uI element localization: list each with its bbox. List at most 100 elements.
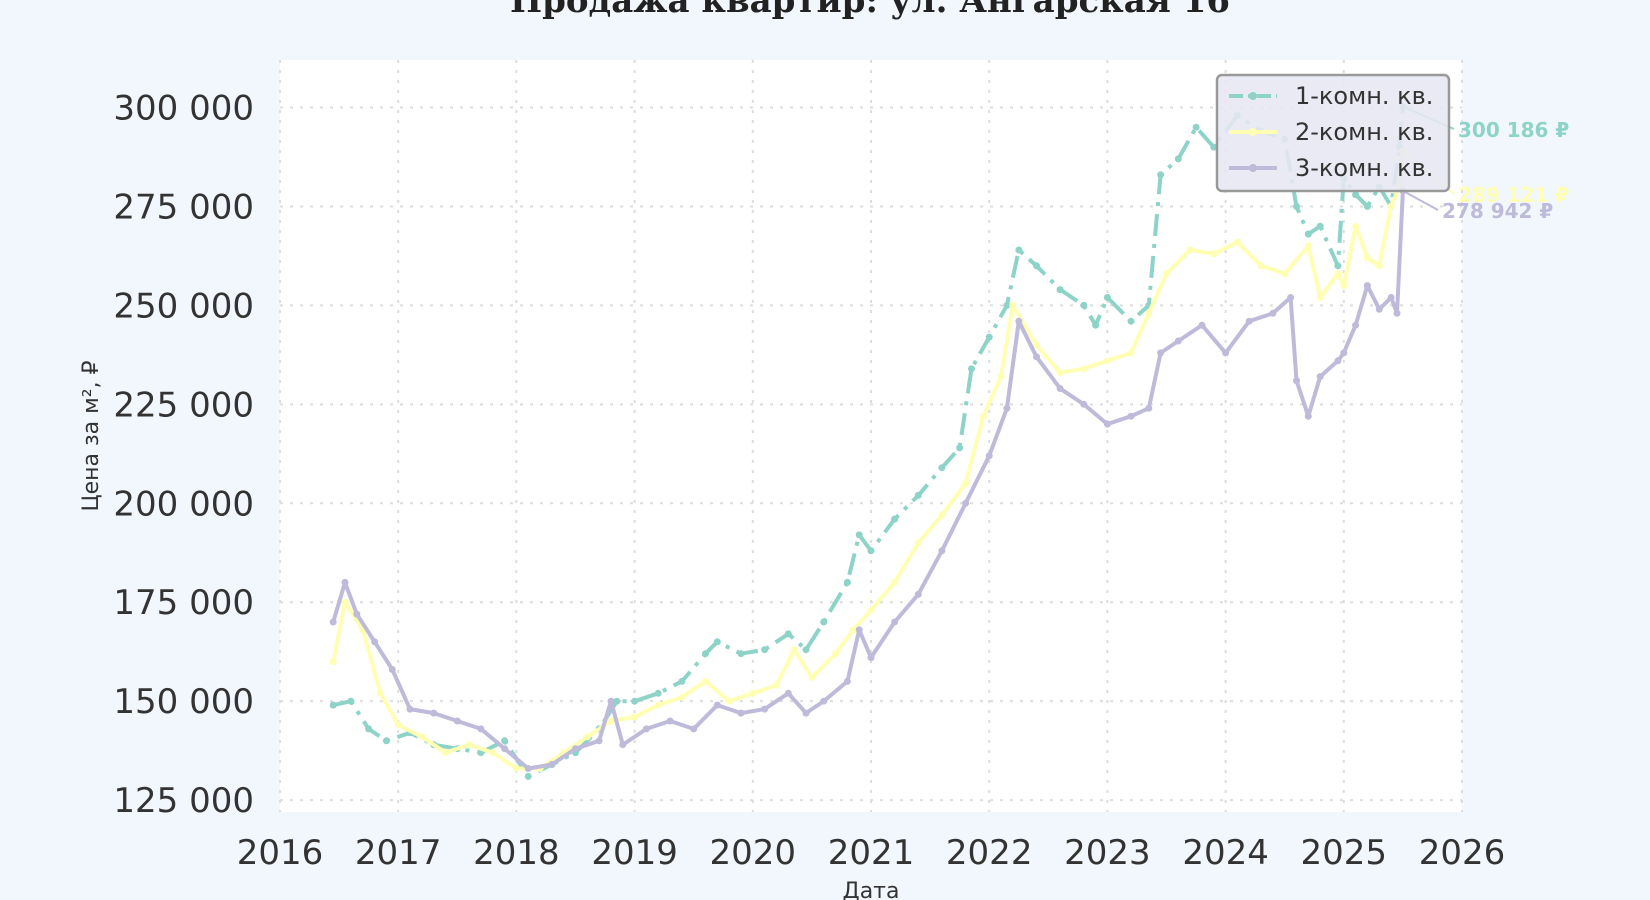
series-2-point	[512, 765, 520, 772]
series-1-point	[329, 701, 337, 709]
series-1-point	[867, 547, 875, 555]
series-2-point	[1145, 309, 1153, 317]
series-2-point	[725, 697, 733, 705]
y-axis: 125 000 150 000 175 000 200 000 225 000 250 0…	[113, 88, 254, 821]
series-3-point	[1222, 349, 1230, 357]
series-3-point	[1080, 400, 1088, 408]
end-label-2: 289 121 ₽	[1458, 183, 1569, 207]
x-tick-label: 2019	[591, 833, 678, 873]
series-1-point	[654, 689, 662, 697]
series-2-point	[341, 598, 349, 606]
series-3-point	[843, 677, 851, 685]
series-2-point	[1080, 365, 1088, 373]
series-2-point	[832, 650, 839, 658]
x-axis: 2016 2017 2018 2019 2020 2021 2022 2023 2024 2025…	[237, 833, 1506, 873]
y-tick-label: 175 000	[113, 583, 254, 623]
series-3-point	[1304, 412, 1312, 420]
series-3-point	[985, 452, 993, 460]
series-3-point	[1245, 317, 1253, 325]
series-1-point	[1363, 202, 1371, 210]
series-2-point	[1103, 357, 1111, 365]
series-3-point	[524, 765, 532, 772]
legend-marker	[1249, 128, 1257, 136]
series-3-point	[820, 697, 828, 705]
series-3-point	[1375, 305, 1383, 313]
series-3-point	[353, 610, 361, 618]
series-3-point	[1352, 321, 1360, 329]
legend-label: 2-комн. кв.	[1295, 118, 1433, 146]
series-2-point	[979, 412, 987, 420]
series-1-point	[1092, 321, 1100, 329]
series-2-point	[1363, 254, 1371, 262]
series-1-point	[914, 491, 922, 499]
series-3-point	[371, 638, 379, 646]
series-2-point	[1304, 242, 1312, 250]
series-2-point	[914, 539, 922, 547]
series-1-point	[524, 772, 532, 780]
series-3-point	[1145, 404, 1153, 412]
legend-label: 1-комн. кв.	[1295, 82, 1433, 110]
y-tick-label: 225 000	[113, 385, 254, 425]
series-1-point	[1210, 143, 1218, 151]
x-tick-label: 2022	[946, 833, 1033, 873]
series-3-point	[1003, 404, 1011, 412]
legend-box	[1215, 73, 1451, 193]
series-3-point	[1103, 420, 1111, 428]
series-3-point	[642, 725, 650, 733]
series-3-point	[453, 717, 461, 725]
series-3-point	[1387, 294, 1395, 301]
legend-label: 3-комн. кв.	[1295, 154, 1433, 182]
series-1-point	[1304, 230, 1312, 238]
series-2-point	[1334, 270, 1342, 278]
x-tick-label: 2023	[1064, 833, 1151, 873]
y-tick-label: 125 000	[113, 781, 254, 821]
series-2-point	[1387, 202, 1395, 210]
series-1-point	[1192, 123, 1200, 131]
series-3-point	[1056, 385, 1064, 392]
x-tick-label: 2017	[355, 833, 442, 873]
series-2-point	[678, 693, 686, 701]
series-2-point	[938, 511, 946, 519]
series-3-point	[1269, 309, 1277, 317]
series-1-point	[713, 638, 721, 646]
series-2-point	[849, 626, 857, 634]
grid	[279, 60, 1463, 812]
series-3-point	[1015, 317, 1023, 325]
series-1-point	[1334, 262, 1342, 270]
series-3-point	[1174, 337, 1182, 345]
legend: 1-комн. кв. 2-комн. кв. 3-комн. кв.	[1215, 73, 1451, 193]
x-tick-label: 2016	[237, 833, 324, 873]
y-tick-label: 250 000	[113, 286, 254, 326]
y-tick-label: 150 000	[113, 682, 254, 722]
series-1-point	[1352, 191, 1360, 199]
series-2-point	[377, 689, 384, 697]
series-2-point	[1352, 222, 1360, 230]
series-1-point	[855, 531, 863, 539]
series-3-point	[1293, 377, 1300, 385]
series-2-point	[1127, 349, 1135, 357]
series-3-point	[891, 618, 899, 626]
series-2-point	[1316, 294, 1324, 301]
series-2-point	[997, 373, 1005, 381]
series-1-point	[1316, 222, 1324, 230]
series-2-point	[1257, 262, 1265, 270]
series-3-point	[430, 709, 438, 717]
series-1-point	[365, 725, 373, 733]
series-3-point	[1287, 294, 1295, 301]
series-3-point	[572, 745, 579, 753]
series-1-point	[1080, 301, 1088, 309]
series-3-point	[713, 701, 721, 709]
series-3-point	[607, 697, 615, 705]
series-3-point	[406, 705, 414, 713]
series-3-point	[761, 705, 769, 713]
series-1-point	[382, 737, 390, 745]
series-2-point	[749, 689, 757, 697]
series-3-point	[477, 725, 485, 733]
series-1-point	[1127, 317, 1135, 325]
series-3-point	[1340, 349, 1348, 357]
series-3-point	[1393, 309, 1401, 317]
series-1-point	[1033, 262, 1040, 270]
series-2-point	[1186, 246, 1194, 254]
x-tick-label: 2020	[710, 833, 797, 873]
